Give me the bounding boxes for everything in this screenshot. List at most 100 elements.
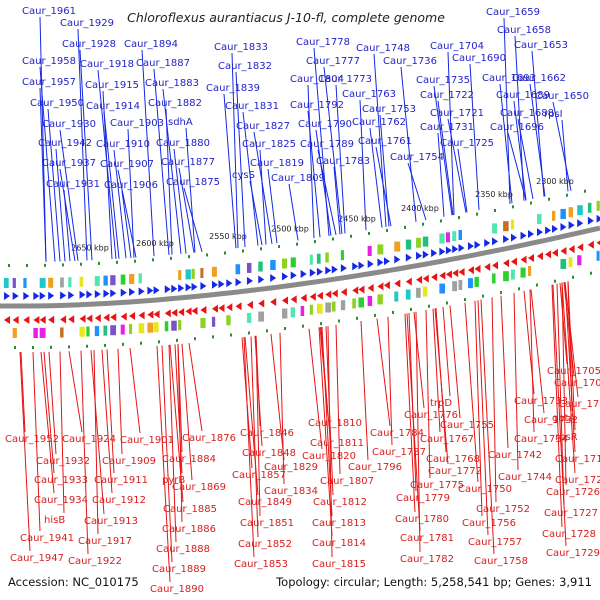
outer-tick-mark (476, 212, 478, 216)
forward-leader-line (117, 169, 137, 258)
forward-gene-arrow (325, 266, 332, 275)
forward-gene-label: Caur_1918 (80, 59, 134, 70)
reverse-cog-box (60, 327, 64, 338)
reverse-gene-label: Caur_1787 (372, 447, 426, 458)
reverse-cog-box (331, 301, 336, 312)
reverse-gene-label: Caur_1732 (524, 415, 578, 426)
forward-gene-arrow (377, 258, 384, 267)
forward-leader-line (335, 84, 346, 234)
forward-gene-arrow (416, 251, 423, 260)
reverse-cog-box (79, 326, 85, 337)
reverse-gene-arrow (164, 309, 171, 318)
reverse-cog-box (394, 291, 399, 302)
outer-tick-mark (332, 237, 334, 241)
forward-gene-arrow (164, 285, 171, 294)
reverse-gene-label: Caur_1814 (312, 538, 366, 549)
forward-cog-box (439, 233, 445, 244)
kbp-tick-label: 2350 kbp (475, 190, 513, 199)
forward-leader-line (249, 180, 263, 246)
forward-gene-label: Caur_1696 (490, 122, 544, 133)
inner-tick-mark (104, 343, 106, 347)
forward-gene-label: Caur_1722 (420, 90, 474, 101)
forward-gene-label: Caur_1736 (383, 56, 437, 67)
reverse-cog-box (164, 321, 169, 332)
reverse-cog-box (528, 265, 532, 276)
forward-gene-arrow (484, 238, 491, 247)
reverse-leader-line (404, 313, 416, 513)
forward-gene-arrow (422, 250, 429, 259)
reverse-gene-arrow (171, 308, 178, 317)
forward-gene-label: rpsI (544, 109, 563, 120)
forward-leader-line (231, 52, 239, 248)
forward-cog-box (405, 239, 412, 250)
forward-gene-label: Caur_1792 (290, 100, 344, 111)
forward-gene-arrow (68, 291, 75, 300)
reverse-cog-box (309, 304, 313, 315)
forward-cog-box (23, 278, 27, 288)
reverse-gene-arrow (367, 283, 374, 292)
inner-tick-mark (68, 345, 70, 349)
outer-tick-mark (80, 262, 82, 266)
forward-cog-box (258, 261, 263, 272)
forward-gene-arrow (560, 222, 567, 231)
forward-cog-box (235, 264, 241, 275)
forward-gene-arrow (4, 292, 10, 300)
forward-leader-line (79, 49, 93, 261)
reverse-gene-label: Caur_1952 (5, 434, 59, 445)
reverse-gene-label: Caur_1728 (542, 529, 596, 540)
reverse-gene-label: Caur_1709 (554, 378, 600, 389)
forward-leader-line (317, 149, 337, 236)
outer-tick-mark (404, 225, 406, 229)
reverse-gene-arrow (12, 316, 19, 324)
forward-cog-box (416, 237, 421, 248)
forward-cog-box (103, 275, 108, 286)
outer-tick-mark (296, 242, 298, 246)
forward-gene-label: Caur_1833 (214, 42, 268, 53)
forward-cog-box (568, 207, 573, 218)
forward-cog-box (270, 260, 276, 271)
reverse-gene-arrow (383, 281, 390, 290)
reverse-leader-line (59, 351, 65, 514)
kbp-tick-label: 2650 kbp (71, 243, 109, 252)
reverse-cog-box (358, 297, 364, 308)
reverse-gene-label: Caur_1876 (182, 433, 236, 444)
reverse-gene-label: trpD (430, 398, 452, 409)
reverse-gene-label: Caur_1924 (62, 434, 116, 445)
reverse-cog-box (147, 322, 154, 333)
reverse-leader-line (556, 283, 565, 507)
forward-gene-arrow (94, 290, 101, 299)
reverse-cog-box (39, 327, 46, 338)
reverse-cog-box (325, 302, 331, 313)
forward-leader-line (267, 168, 278, 244)
reverse-gene-arrow (258, 299, 265, 308)
reverse-gene-label: Caur_1812 (313, 497, 367, 508)
forward-gene-arrow (226, 279, 233, 288)
inner-tick-mark (122, 342, 124, 346)
forward-gene-label: Caur_1914 (86, 101, 140, 112)
reverse-gene-arrow (492, 261, 499, 270)
forward-gene-arrow (439, 247, 446, 256)
reverse-gene-label: Caur_1755 (440, 420, 494, 431)
reverse-cog-box (178, 320, 182, 331)
forward-gene-label: Caur_1731 (420, 122, 474, 133)
reverse-gene-label: Caur_1758 (474, 556, 528, 567)
reverse-cog-box (129, 324, 133, 335)
forward-cog-box (191, 268, 195, 279)
forward-gene-arrow (171, 284, 178, 293)
reverse-gene-arrow (246, 300, 253, 309)
forward-gene-arrow (79, 290, 86, 299)
forward-gene-label: Caur_1930 (42, 119, 96, 130)
reverse-cog-box (416, 287, 421, 298)
forward-leader-line (59, 129, 79, 261)
forward-cog-box (94, 276, 100, 287)
forward-gene-arrow (467, 242, 474, 251)
forward-leader-line (437, 132, 445, 217)
reverse-gene-label: Caur_1947 (10, 553, 64, 564)
forward-gene-label: Caur_1790 (298, 119, 352, 130)
forward-cog-box (282, 258, 287, 269)
forward-cog-color-track (4, 200, 600, 288)
reverse-cog-box (503, 271, 509, 282)
forward-gene-label: Caur_1827 (236, 121, 290, 132)
inner-tick-mark (248, 331, 250, 335)
forward-gene-arrow (103, 289, 110, 298)
